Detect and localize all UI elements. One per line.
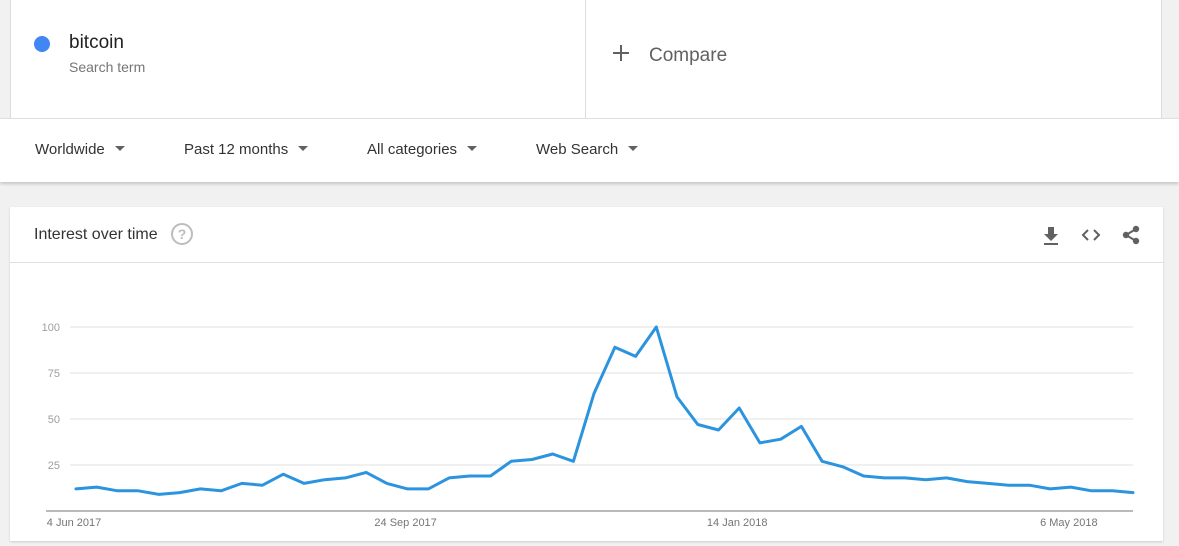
y-tick-label: 75: [48, 368, 60, 380]
caret-down-icon: [467, 145, 478, 151]
search-term-name[interactable]: bitcoin: [69, 32, 124, 53]
caret-down-icon: [114, 145, 125, 151]
line-chart[interactable]: 25 50 75 100 4 Jun 2017 24 Sep 2017 14 Jan 201…: [10, 263, 1163, 541]
x-tick-label: 14 Jan 2018: [707, 517, 768, 529]
compare-label: Compare: [649, 45, 728, 66]
region-label: Worldwide: [35, 141, 105, 158]
y-tick-label: 100: [42, 322, 60, 334]
interest-chart[interactable]: 25 50 75 100 4 Jun 2017 24 Sep 2017 14 Jan 201…: [10, 263, 1163, 541]
time-range-label: Past 12 months: [184, 141, 289, 158]
x-tick-label: 4 Jun 2017: [47, 517, 101, 529]
x-tick-label: 6 May 2018: [1040, 517, 1097, 529]
y-tick-label: 25: [48, 460, 60, 472]
term-color-dot: [34, 36, 50, 52]
x-tick-label: 24 Sep 2017: [374, 517, 436, 529]
search-term-subtitle: Search term: [69, 59, 146, 75]
region-dropdown[interactable]: Worldwide: [35, 141, 125, 158]
series-line[interactable]: [74, 325, 1135, 496]
search-term-card[interactable]: bitcoin Search term: [10, 0, 586, 118]
interest-over-time-panel: Interest over time ? 25 50 75 100 4 Jun 2017…: [10, 207, 1163, 541]
time-range-dropdown[interactable]: Past 12 months: [184, 141, 309, 158]
caret-down-icon: [298, 145, 309, 151]
category-dropdown[interactable]: All categories: [367, 141, 478, 158]
search-term-bar: bitcoin Search term Compare: [0, 0, 1179, 118]
panel-header: Interest over time ?: [10, 207, 1163, 263]
search-type-label: Web Search: [536, 141, 619, 158]
y-tick-label: 50: [48, 414, 60, 426]
caret-down-icon: [628, 145, 639, 151]
search-type-dropdown[interactable]: Web Search: [536, 141, 639, 158]
embed-code-icon[interactable]: [1080, 224, 1102, 246]
filter-bar: Worldwide Past 12 months All categories …: [0, 118, 1179, 182]
compare-button[interactable]: Compare: [586, 0, 1162, 118]
help-circle-icon[interactable]: ?: [171, 223, 193, 245]
download-icon[interactable]: [1040, 224, 1062, 246]
plus-icon: [612, 44, 630, 62]
category-label: All categories: [367, 141, 458, 158]
panel-title: Interest over time: [34, 226, 158, 243]
share-icon[interactable]: [1120, 224, 1142, 246]
